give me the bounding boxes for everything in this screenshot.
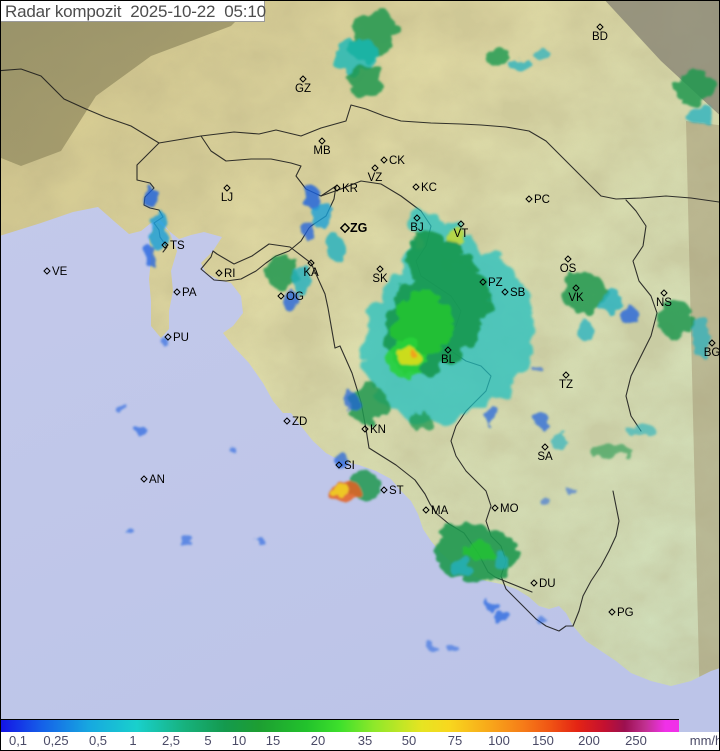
svg-text:MA: MA [431,505,449,517]
svg-text:PU: PU [173,332,189,344]
svg-text:ST: ST [389,485,404,497]
svg-text:PG: PG [617,607,634,619]
svg-text:KC: KC [421,182,437,194]
svg-text:BD: BD [592,31,608,43]
svg-text:KA: KA [303,267,319,279]
svg-text:MO: MO [500,503,519,515]
svg-text:PA: PA [182,287,197,299]
svg-text:ZD: ZD [292,416,307,428]
svg-text:VT: VT [454,228,469,240]
svg-text:VK: VK [568,292,584,304]
svg-text:KR: KR [342,183,358,195]
svg-text:CK: CK [389,155,405,167]
svg-text:PC: PC [534,194,550,206]
svg-text:PZ: PZ [488,277,503,289]
svg-text:VZ: VZ [368,172,383,184]
svg-text:SA: SA [537,451,553,463]
svg-text:OG: OG [286,291,304,303]
svg-text:DU: DU [539,578,556,590]
svg-text:NS: NS [656,297,672,309]
svg-text:SB: SB [510,287,526,299]
svg-text:MB: MB [313,145,331,157]
svg-text:BL: BL [441,354,456,366]
svg-text:BJ: BJ [410,222,423,234]
svg-text:VE: VE [52,266,68,278]
svg-text:KN: KN [370,424,386,436]
svg-text:ZG: ZG [350,221,367,235]
svg-text:GZ: GZ [295,83,311,95]
svg-text:TS: TS [170,240,185,252]
svg-text:TZ: TZ [559,379,573,391]
svg-text:BG: BG [704,347,720,359]
svg-text:OS: OS [560,263,577,275]
svg-text:LJ: LJ [221,192,233,204]
svg-text:RI: RI [224,268,236,280]
svg-text:AN: AN [149,474,165,486]
svg-text:SK: SK [372,273,388,285]
svg-text:SI: SI [344,460,355,472]
